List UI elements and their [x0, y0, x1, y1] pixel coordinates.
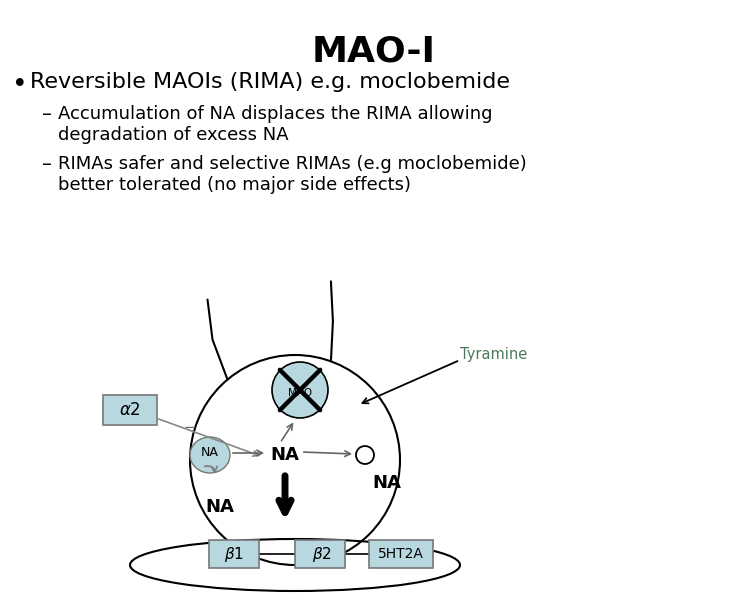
Text: –: –: [42, 155, 52, 174]
Ellipse shape: [190, 437, 230, 473]
Circle shape: [356, 446, 374, 464]
Text: Accumulation of NA displaces the RIMA allowing
degradation of excess NA: Accumulation of NA displaces the RIMA al…: [58, 105, 492, 144]
Text: Tyramine: Tyramine: [460, 348, 527, 362]
Text: $\beta$1: $\beta$1: [224, 544, 244, 563]
Text: −: −: [183, 420, 197, 436]
Text: NA: NA: [373, 474, 402, 492]
Text: –: –: [42, 105, 52, 124]
FancyBboxPatch shape: [369, 540, 433, 568]
FancyBboxPatch shape: [295, 540, 345, 568]
Text: RIMAs safer and selective RIMAs (e.g moclobemide)
better tolerated (no major sid: RIMAs safer and selective RIMAs (e.g moc…: [58, 155, 527, 194]
Text: NA: NA: [206, 498, 234, 516]
Text: Reversible MAOIs (RIMA) e.g. moclobemide: Reversible MAOIs (RIMA) e.g. moclobemide: [30, 72, 510, 92]
Text: NA: NA: [271, 446, 299, 464]
FancyBboxPatch shape: [209, 540, 259, 568]
FancyBboxPatch shape: [103, 395, 157, 425]
Text: MAO-I: MAO-I: [312, 35, 436, 69]
Text: •: •: [12, 72, 28, 98]
Text: 5HT2A: 5HT2A: [378, 547, 424, 561]
Text: $\beta$2: $\beta$2: [312, 544, 332, 563]
Text: MAO: MAO: [288, 388, 312, 398]
Text: $\alpha$2: $\alpha$2: [119, 401, 141, 419]
Circle shape: [272, 362, 328, 418]
Text: NA: NA: [201, 445, 219, 458]
